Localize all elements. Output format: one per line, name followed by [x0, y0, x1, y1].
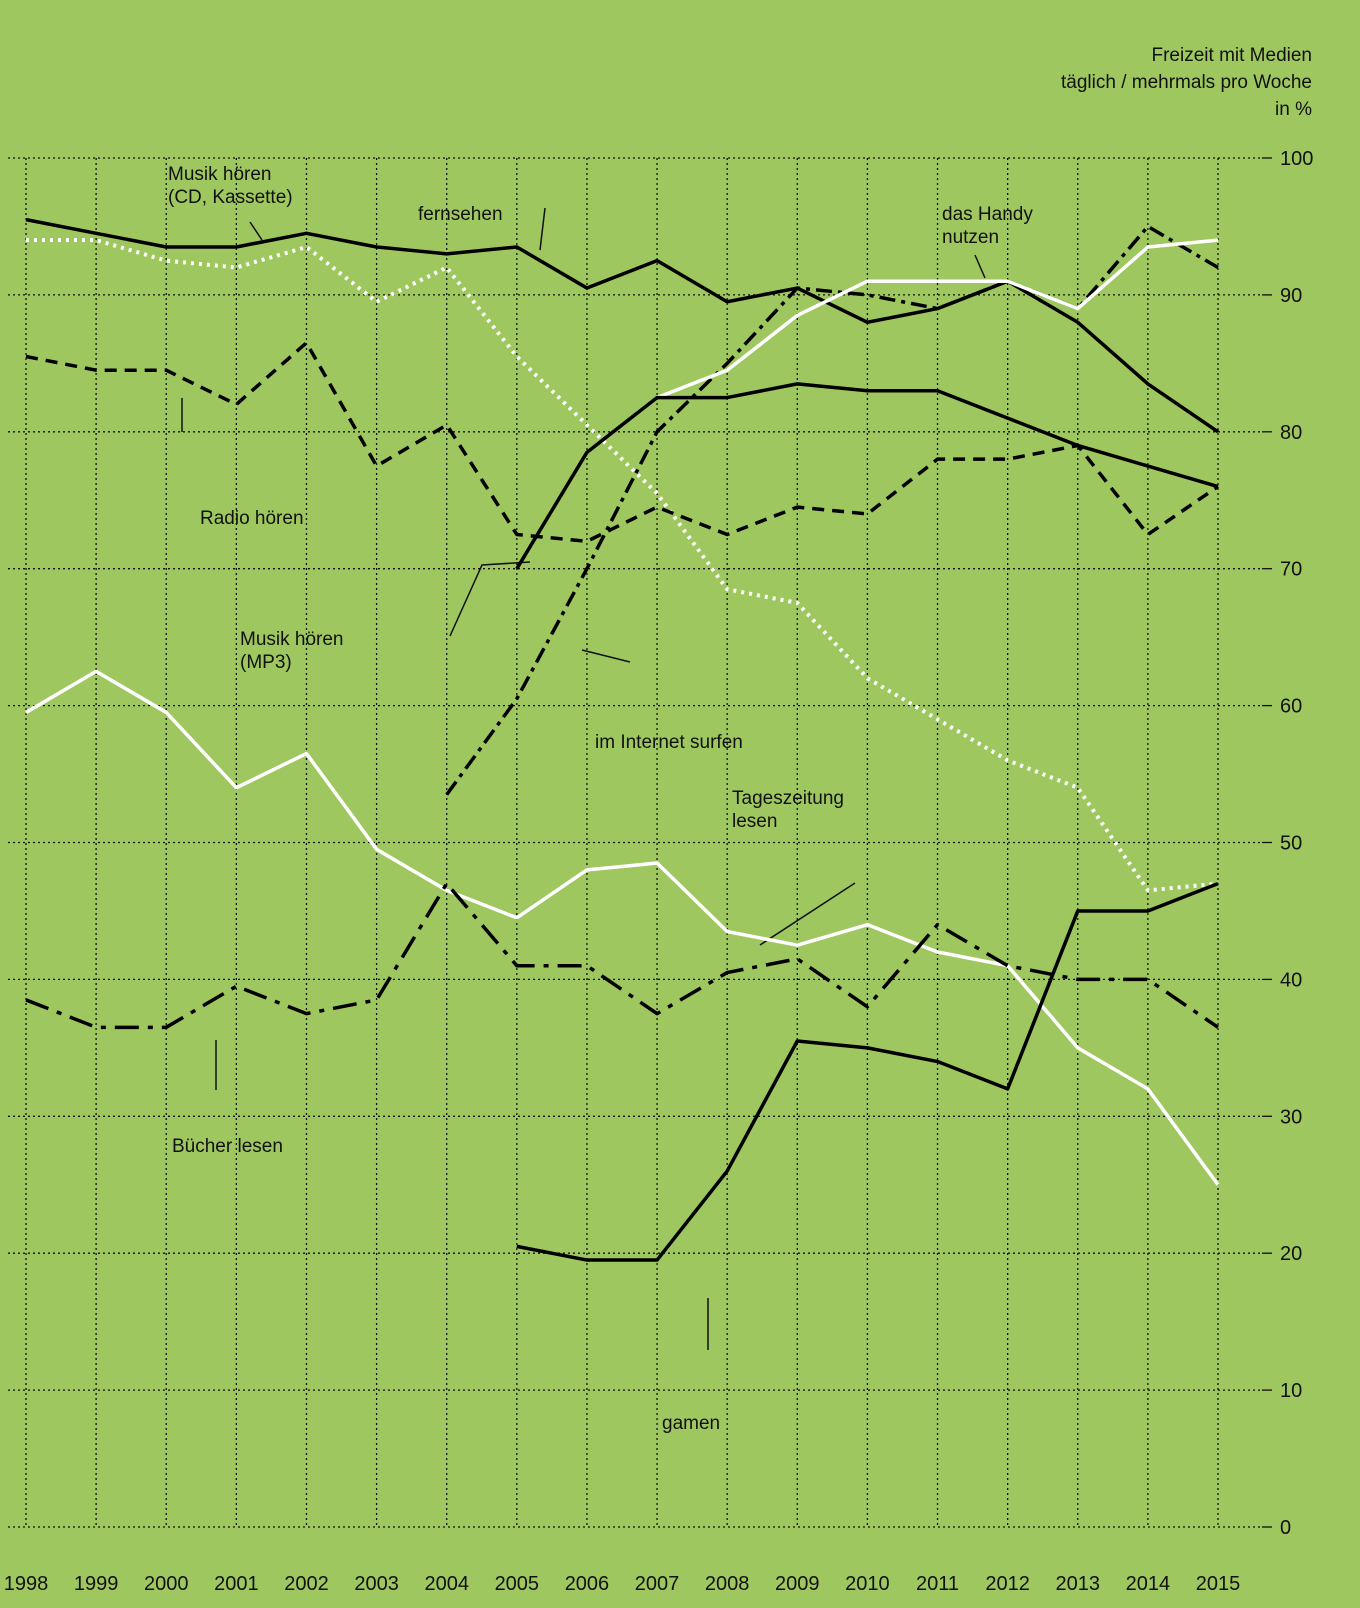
- y-tick-label: 90: [1280, 285, 1302, 307]
- x-tick-label: 2007: [635, 1573, 680, 1595]
- x-tick-label: 2010: [845, 1573, 890, 1595]
- x-tick-label: 2013: [1056, 1573, 1101, 1595]
- x-tick-label: 2011: [916, 1573, 959, 1595]
- y-tick-label: 100: [1280, 148, 1313, 170]
- series-label: Bücher lesen: [172, 1136, 283, 1157]
- x-tick-label: 2002: [284, 1573, 329, 1595]
- series-label: das Handy nutzen: [942, 204, 1033, 248]
- y-tick-label: 40: [1280, 969, 1302, 991]
- x-tick-label: 2008: [705, 1573, 750, 1595]
- leader-line: [449, 561, 531, 637]
- series-label: Tageszeitung lesen: [732, 788, 844, 832]
- series-line: [25, 669, 1220, 1186]
- series-label: im Internet surfen: [595, 732, 743, 753]
- series-line: [445, 224, 1219, 796]
- ticks: 0 10 20 30 40 50 60 70 80 90 100 1998 1999 2000 2001 20…: [4, 148, 1314, 1595]
- chart-subtitle: täglich / mehrmals pro Woche: [1061, 72, 1312, 93]
- y-tick-label: 10: [1280, 1380, 1302, 1402]
- x-tick-label: 2000: [144, 1573, 189, 1595]
- leader-line: [974, 254, 986, 279]
- series-label: Musik hören (MP3): [240, 629, 344, 673]
- leader-line: [759, 882, 856, 946]
- series-line: [656, 238, 1219, 400]
- y-tick-label: 0: [1280, 1517, 1291, 1539]
- y-tick-label: 80: [1280, 422, 1302, 444]
- x-tick-label: 2006: [565, 1573, 610, 1595]
- series-line: [25, 341, 1219, 544]
- series-line: [26, 238, 1219, 893]
- series-line: [515, 382, 1219, 570]
- series-label: gamen: [662, 1413, 721, 1434]
- y-tick-label: 60: [1280, 696, 1302, 718]
- lines: [25, 217, 1220, 1262]
- y-tick-label: 70: [1280, 559, 1302, 581]
- leader-line: [581, 649, 631, 663]
- x-tick-label: 2005: [495, 1573, 540, 1595]
- y-tick-label: 30: [1280, 1106, 1302, 1128]
- x-tick-label: 1999: [74, 1573, 119, 1595]
- series-label: fernsehen: [418, 204, 503, 225]
- x-tick-label: 1998: [4, 1573, 49, 1595]
- x-tick-label: 2012: [985, 1573, 1030, 1595]
- x-tick-label: 2009: [775, 1573, 820, 1595]
- chart-title-block: Freizeit mit Medien täglich / mehrmals p…: [1061, 42, 1312, 123]
- chart-unit: in %: [1275, 99, 1312, 120]
- y-tick-label: 50: [1280, 833, 1302, 855]
- x-tick-label: 2004: [424, 1573, 469, 1595]
- x-tick-label: 2014: [1126, 1573, 1171, 1595]
- x-tick-label: 2015: [1196, 1573, 1241, 1595]
- x-tick-label: 2001: [214, 1573, 259, 1595]
- grid: [8, 157, 1262, 1528]
- y-tick-label: 20: [1280, 1243, 1302, 1265]
- chart-title: Freizeit mit Medien: [1151, 45, 1313, 66]
- series-line: [25, 881, 1219, 1030]
- leader-line: [249, 221, 263, 241]
- series-line: [25, 217, 1219, 434]
- series-label: Radio hören: [200, 508, 304, 529]
- leader-lines: [181, 207, 986, 1350]
- series-line: [516, 881, 1219, 1262]
- leader-line: [539, 207, 546, 251]
- series-label: Musik hören (CD, Kassette): [168, 164, 293, 208]
- x-tick-label: 2003: [354, 1573, 399, 1595]
